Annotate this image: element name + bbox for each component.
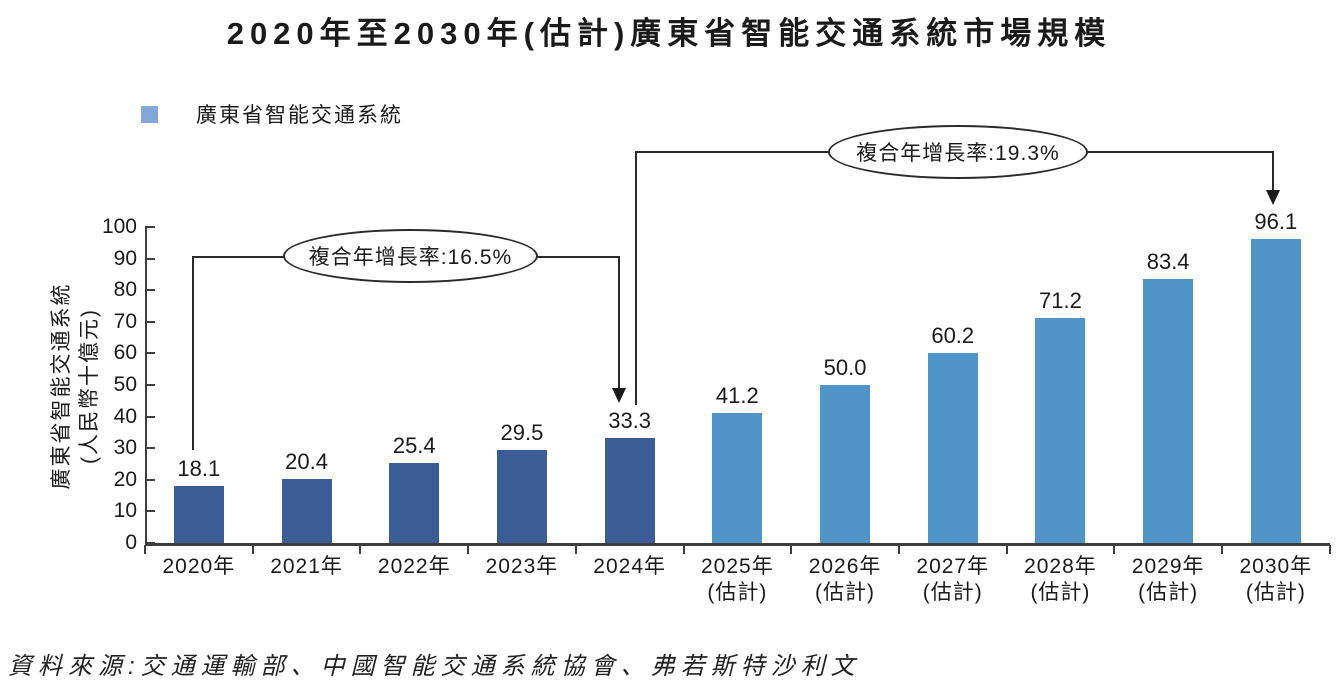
y-tick-label: 50 bbox=[113, 373, 137, 396]
bar-value-label: 60.2 bbox=[931, 322, 975, 348]
bar-value-label: 71.2 bbox=[1039, 288, 1082, 313]
y-tick-label: 20 bbox=[113, 467, 137, 491]
cagr2-bubble: 複合年增長率:19.3% bbox=[828, 125, 1088, 179]
y-tick bbox=[145, 447, 155, 450]
bar bbox=[389, 462, 440, 543]
y-tick bbox=[145, 320, 155, 323]
x-axis-label: 2029年 bbox=[1131, 555, 1205, 578]
cagr2-right-horizontal-line bbox=[1086, 151, 1274, 153]
bar-value-label: 83.4 bbox=[1146, 249, 1190, 275]
x-tick bbox=[359, 545, 362, 554]
cagr2-arrow-icon bbox=[1266, 190, 1280, 205]
x-tick bbox=[144, 545, 146, 554]
y-tick bbox=[145, 478, 155, 481]
x-axis-sublabel: (估計) bbox=[1138, 581, 1199, 604]
x-axis-label: 2023年 bbox=[485, 555, 559, 578]
x-axis-label: 2021年 bbox=[270, 555, 343, 578]
y-tick-label: 80 bbox=[113, 278, 137, 302]
y-tick-label: 100 bbox=[101, 215, 137, 238]
legend-label: 廣東省智能交通系統 bbox=[196, 104, 403, 127]
bar-value-label: 33.3 bbox=[608, 407, 652, 433]
bar bbox=[1035, 318, 1086, 543]
x-tick bbox=[251, 545, 254, 554]
bar bbox=[173, 485, 224, 543]
y-tick-label: 60 bbox=[113, 341, 137, 365]
y-tick bbox=[145, 289, 155, 292]
legend-swatch-icon bbox=[141, 105, 158, 123]
bar-value-label: 41.2 bbox=[715, 382, 759, 408]
x-axis-label: 2020年 bbox=[162, 555, 236, 578]
x-axis-label: 2022年 bbox=[377, 555, 451, 578]
y-tick-label: 30 bbox=[113, 436, 137, 460]
x-axis-label: 2030年 bbox=[1239, 555, 1313, 578]
x-axis-label: 2026年 bbox=[808, 555, 882, 578]
y-axis-title-line1: 廣東省智能交通系統 bbox=[50, 282, 73, 490]
x-tick bbox=[790, 545, 793, 554]
chart-title: 2020年至2030年(估計)廣東省智能交通系統市場規模 bbox=[226, 16, 1112, 51]
x-axis-sublabel: (估計) bbox=[815, 581, 876, 604]
y-tick bbox=[145, 226, 155, 228]
bar-value-label: 96.1 bbox=[1254, 209, 1298, 235]
x-tick bbox=[1113, 545, 1116, 554]
y-tick bbox=[145, 510, 155, 513]
bar-value-label: 20.4 bbox=[285, 448, 328, 474]
x-tick bbox=[467, 545, 470, 554]
x-axis-label: 2027年 bbox=[916, 555, 990, 578]
bar bbox=[820, 385, 871, 543]
bar bbox=[496, 449, 547, 543]
y-tick-label: 90 bbox=[113, 246, 137, 270]
x-axis-sublabel: (估計) bbox=[1030, 581, 1091, 604]
source-note: 資料來源:交通運輸部、中國智能交通系統協會、弗若斯特沙利文 bbox=[8, 653, 861, 680]
cagr2-label: 複合年增長率:19.3% bbox=[856, 142, 1060, 165]
y-tick-label: 40 bbox=[113, 404, 137, 428]
y-tick bbox=[145, 384, 155, 386]
cagr1-arrow-icon bbox=[612, 388, 626, 403]
y-tick-label: 0 bbox=[125, 531, 137, 554]
cagr1-left-horizontal-line bbox=[192, 256, 287, 258]
bar bbox=[604, 437, 655, 543]
bar-value-label: 18.1 bbox=[177, 455, 221, 481]
cagr1-left-vertical-line bbox=[192, 257, 194, 450]
cagr2-left-vertical-line bbox=[635, 152, 637, 405]
bar-value-label: 29.5 bbox=[500, 419, 544, 445]
y-tick bbox=[145, 542, 155, 544]
x-tick bbox=[1221, 545, 1223, 554]
x-axis-line bbox=[145, 543, 1330, 546]
x-axis-sublabel: (估計) bbox=[707, 581, 768, 604]
y-tick-label: 10 bbox=[113, 499, 137, 523]
cagr1-label: 複合年增長率:16.5% bbox=[308, 246, 513, 269]
x-tick bbox=[897, 545, 900, 554]
x-tick bbox=[1328, 545, 1331, 554]
x-axis-label: 2025年 bbox=[700, 555, 774, 578]
y-tick bbox=[145, 352, 155, 355]
bar bbox=[281, 478, 332, 543]
bar bbox=[927, 352, 978, 543]
legend: 廣東省智能交通系統 bbox=[141, 99, 403, 129]
bar-value-label: 50.0 bbox=[823, 355, 867, 380]
x-tick bbox=[682, 545, 685, 554]
x-axis-sublabel: (估計) bbox=[1245, 581, 1306, 604]
cagr1-right-horizontal-line bbox=[536, 256, 620, 258]
cagr2-right-vertical-line bbox=[1272, 151, 1274, 191]
bar bbox=[712, 412, 763, 543]
cagr1-right-vertical-line bbox=[618, 256, 620, 390]
bar bbox=[1143, 279, 1194, 543]
x-tick bbox=[574, 545, 577, 554]
bar-value-label: 25.4 bbox=[392, 432, 436, 458]
bar bbox=[1250, 239, 1301, 543]
cagr2-left-horizontal-line bbox=[635, 151, 831, 153]
x-axis-sublabel: (估計) bbox=[922, 581, 983, 604]
y-tick bbox=[145, 257, 155, 260]
y-tick-label: 70 bbox=[113, 309, 137, 333]
x-axis-label: 2024年 bbox=[593, 555, 666, 578]
x-axis-label: 2028年 bbox=[1024, 555, 1097, 578]
x-tick bbox=[1005, 545, 1008, 554]
cagr1-bubble: 複合年增長率:16.5% bbox=[283, 229, 538, 283]
y-tick bbox=[145, 415, 155, 418]
